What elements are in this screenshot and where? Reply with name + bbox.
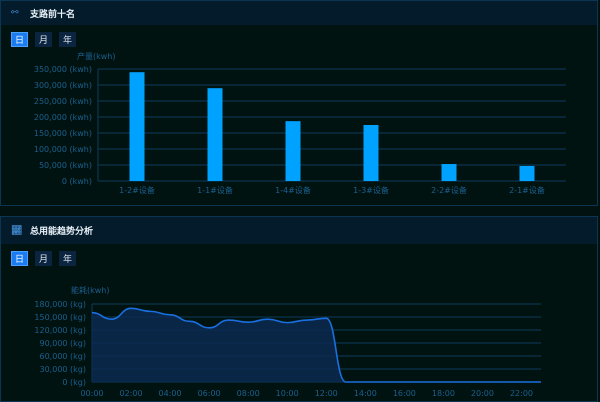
x-tick-label: 18:00 — [432, 389, 455, 398]
x-tick-label: 10:00 — [276, 389, 299, 398]
y-tick-label: 150,000 (kwh) — [34, 129, 92, 138]
y-axis-label: 产量(kwh) — [77, 51, 116, 61]
y-tick-label: 0 (kg) — [62, 378, 86, 387]
panel-header: 📈︎ 总用能趋势分析 — [1, 217, 597, 244]
area-chart: 能耗(kwh) 0 (kg) 30,000 (kg) 60,000 (kg) 90,00… — [34, 285, 541, 398]
tab-year[interactable]: 年 — [59, 32, 76, 47]
x-tick-label: 20:00 — [471, 389, 494, 398]
x-tick-label: 12:00 — [315, 389, 338, 398]
x-tick-label: 2-2#设备 — [431, 185, 467, 195]
panel-header: ⚯ 支路前十名 — [1, 1, 597, 25]
y-tick-label: 0 (kwh) — [62, 177, 92, 186]
area-fill — [92, 308, 541, 382]
bar — [207, 88, 223, 181]
y-tick-label: 150,000 (kg) — [34, 313, 86, 322]
tab-month[interactable]: 月 — [35, 32, 52, 47]
y-tick-label: 300,000 (kwh) — [34, 81, 92, 90]
tab-month[interactable]: 月 — [35, 251, 52, 266]
bar-chart: 产量(kwh) 0 (kwh) 50,000 (kwh) 100,000 (kwh) 1… — [34, 51, 566, 195]
x-tick-label: 16:00 — [393, 389, 416, 398]
x-tick-label: 06:00 — [198, 389, 221, 398]
y-axis-label: 能耗(kwh) — [71, 285, 110, 295]
x-tick-label: 02:00 — [120, 389, 143, 398]
tab-day[interactable]: 日 — [11, 32, 28, 47]
y-tick-label: 200,000 (kwh) — [34, 113, 92, 122]
panel-title: 总用能趋势分析 — [30, 227, 94, 237]
y-tick-label: 180,000 (kg) — [34, 300, 86, 309]
y-tick-label: 120,000 (kg) — [34, 326, 86, 335]
x-tick-label: 22:00 — [510, 389, 533, 398]
x-tick-label: 1-4#设备 — [275, 185, 311, 195]
energy-trend-panel: 📈︎ 总用能趋势分析 日 月 年 能耗(kwh) 0 (kg) 30,000 (kg… — [0, 216, 598, 402]
x-tick-label: 00:00 — [80, 389, 103, 398]
y-tick-label: 100,000 (kwh) — [34, 145, 92, 154]
branch-icon: ⚯ — [11, 8, 19, 18]
x-tick-label: 2-1#设备 — [509, 185, 545, 195]
x-tick-label: 08:00 — [237, 389, 260, 398]
bar — [519, 165, 535, 181]
x-tick-label: 1-2#设备 — [119, 185, 155, 195]
y-tick-label: 90,000 (kg) — [40, 339, 87, 348]
line-chart-icon: 📈︎ — [11, 225, 23, 236]
top-branches-panel: ⚯ 支路前十名 日 月 年 产量(kwh) 0 (kwh) 50,000 (kwh)… — [0, 0, 598, 206]
x-tick-label: 1-3#设备 — [353, 185, 389, 195]
panel-title: 支路前十名 — [30, 9, 76, 20]
y-tick-label: 250,000 (kwh) — [34, 97, 92, 106]
y-tick-label: 30,000 (kg) — [40, 365, 87, 374]
x-tick-label: 1-1#设备 — [197, 185, 233, 195]
x-tick-label: 14:00 — [354, 389, 377, 398]
tab-day[interactable]: 日 — [11, 251, 28, 266]
bar — [285, 121, 301, 181]
tab-year[interactable]: 年 — [59, 251, 76, 266]
series-line — [91, 307, 541, 383]
x-tick-label: 04:00 — [159, 389, 182, 398]
bar — [129, 72, 145, 181]
y-tick-label: 350,000 (kwh) — [34, 65, 92, 74]
bar — [363, 125, 379, 181]
y-tick-label: 50,000 (kwh) — [39, 161, 92, 170]
y-tick-label: 60,000 (kg) — [40, 352, 87, 361]
bar — [441, 164, 457, 181]
